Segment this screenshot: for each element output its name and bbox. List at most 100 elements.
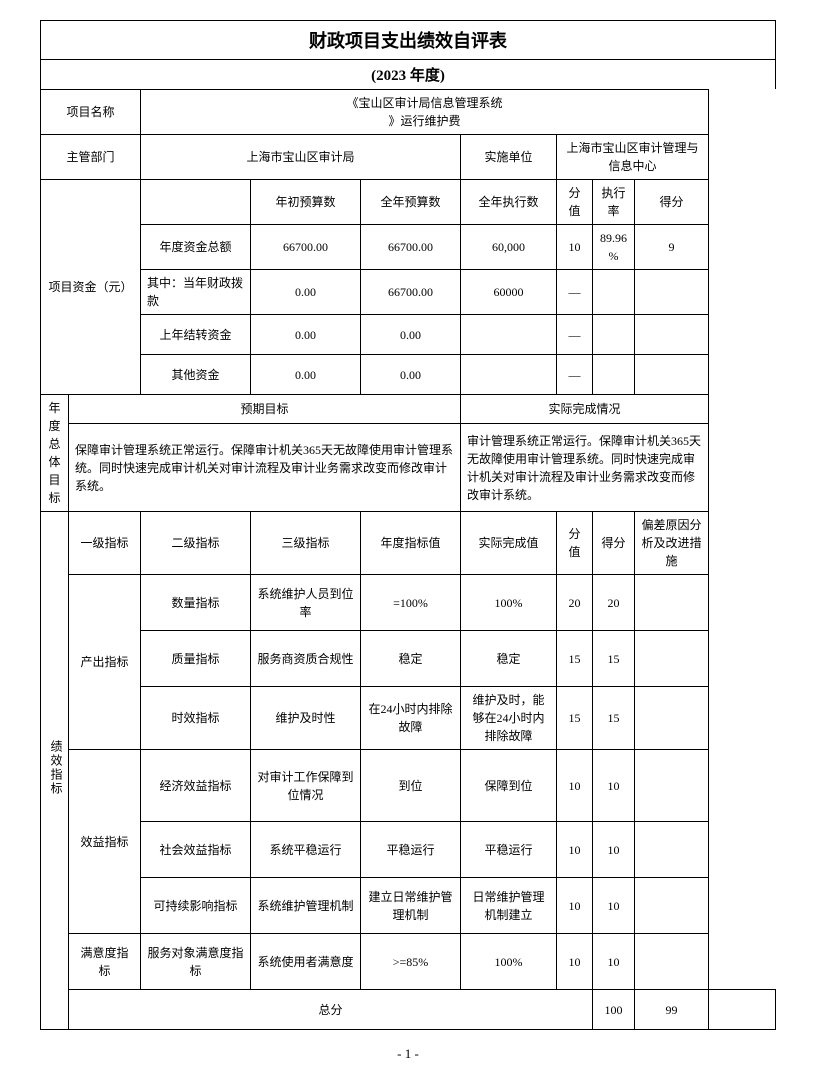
k5-l2: 可持续影响指标: [141, 878, 251, 934]
k2-v: 15: [557, 687, 593, 750]
goal-expected: 保障审计管理系统正常运行。保障审计机关365天无故障使用审计管理系统。同时快速完…: [69, 424, 461, 512]
total-val-cell: 100: [593, 990, 635, 1030]
total-score-cell: 99: [635, 990, 709, 1030]
grp-benefit: 效益指标: [69, 750, 141, 934]
hdr-deviation: 偏差原因分析及改进措施: [635, 512, 709, 575]
carry-init: 0.00: [251, 315, 361, 355]
k0-t: =100%: [361, 575, 461, 631]
k5-l3: 系统维护管理机制: [251, 878, 361, 934]
k1-s: 15: [593, 631, 635, 687]
k3-l2: 经济效益指标: [141, 750, 251, 822]
k6-a: 100%: [461, 934, 557, 990]
label-project-fund: 项目资金（元）: [41, 180, 141, 395]
hdr-kval: 分值: [557, 512, 593, 575]
row-fiscal-label: 其中：当年财政拨款: [141, 270, 251, 315]
k0-l3: 系统维护人员到位率: [251, 575, 361, 631]
hdr-lvl2: 二级指标: [141, 512, 251, 575]
grp-satisfaction: 满意度指标: [69, 934, 141, 990]
k0-a: 100%: [461, 575, 557, 631]
k5-t: 建立日常维护管理机制: [361, 878, 461, 934]
project-name-l1: 《宝山区审计局信息管理系统: [147, 94, 702, 112]
k4-s: 10: [593, 822, 635, 878]
hdr-score: 得分: [635, 180, 709, 225]
total-full: 66700.00: [361, 225, 461, 270]
hdr-full: 全年预算数: [361, 180, 461, 225]
total-rate: 89.96%: [593, 225, 635, 270]
k0-s: 20: [593, 575, 635, 631]
grp-output: 产出指标: [69, 575, 141, 750]
project-name-l2: 》运行维护费: [147, 112, 702, 130]
total-score: 9: [635, 225, 709, 270]
label-annual-overall: 年度总体目标: [41, 395, 69, 512]
k6-t: >=85%: [361, 934, 461, 990]
k2-t: 在24小时内排除故障: [361, 687, 461, 750]
fiscal-full: 66700.00: [361, 270, 461, 315]
label-impl-unit: 实施单位: [461, 135, 557, 180]
label-supervisor: 主管部门: [41, 135, 141, 180]
goal-actual: 审计管理系统正常运行。保障审计机关365天无故障使用审计管理系统。同时快速完成审…: [461, 424, 709, 512]
k1-a: 稳定: [461, 631, 557, 687]
hdr-kscore: 得分: [593, 512, 635, 575]
carry-full: 0.00: [361, 315, 461, 355]
label-project-name: 项目名称: [41, 90, 141, 135]
row-carry-label: 上年结转资金: [141, 315, 251, 355]
main-table: 项目名称 《宝山区审计局信息管理系统 》运行维护费 主管部门 上海市宝山区审计局…: [40, 89, 776, 1030]
k5-v: 10: [557, 878, 593, 934]
k6-s: 10: [593, 934, 635, 990]
hdr-val: 分值: [557, 180, 593, 225]
k1-v: 15: [557, 631, 593, 687]
k0-v: 20: [557, 575, 593, 631]
k4-l3: 系统平稳运行: [251, 822, 361, 878]
doc-year: (2023 年度): [40, 59, 776, 89]
hdr-actual: 实际完成值: [461, 512, 557, 575]
fiscal-init: 0.00: [251, 270, 361, 315]
k3-l3: 对审计工作保障到位情况: [251, 750, 361, 822]
total-exec: 60,000: [461, 225, 557, 270]
label-perf-indicator: 绩效指标: [41, 512, 69, 1030]
label-total: 总分: [69, 990, 593, 1030]
k2-s: 15: [593, 687, 635, 750]
k6-l3: 系统使用者满意度: [251, 934, 361, 990]
impl-unit: 上海市宝山区审计管理与信息中心: [557, 135, 709, 180]
k1-l3: 服务商资质合规性: [251, 631, 361, 687]
hdr-lvl1: 一级指标: [69, 512, 141, 575]
label-actual-completion: 实际完成情况: [461, 395, 709, 424]
k2-a: 维护及时，能够在24小时内排除故障: [461, 687, 557, 750]
project-name-cell: 《宝山区审计局信息管理系统 》运行维护费: [141, 90, 709, 135]
k6-l2: 服务对象满意度指标: [141, 934, 251, 990]
other-val: —: [557, 355, 593, 395]
k0-l2: 数量指标: [141, 575, 251, 631]
k3-t: 到位: [361, 750, 461, 822]
k4-t: 平稳运行: [361, 822, 461, 878]
carry-val: —: [557, 315, 593, 355]
k3-s: 10: [593, 750, 635, 822]
row-total-label: 年度资金总额: [141, 225, 251, 270]
k1-t: 稳定: [361, 631, 461, 687]
page-number: - 1 -: [40, 1046, 776, 1062]
supervisor: 上海市宝山区审计局: [141, 135, 461, 180]
doc-title: 财政项目支出绩效自评表: [40, 20, 776, 59]
k5-s: 10: [593, 878, 635, 934]
label-expected: 预期目标: [69, 395, 461, 424]
hdr-lvl3: 三级指标: [251, 512, 361, 575]
k6-v: 10: [557, 934, 593, 990]
k2-l2: 时效指标: [141, 687, 251, 750]
other-full: 0.00: [361, 355, 461, 395]
fiscal-val: —: [557, 270, 593, 315]
other-init: 0.00: [251, 355, 361, 395]
k4-l2: 社会效益指标: [141, 822, 251, 878]
k3-v: 10: [557, 750, 593, 822]
k2-l3: 维护及时性: [251, 687, 361, 750]
hdr-rate: 执行率: [593, 180, 635, 225]
hdr-exec: 全年执行数: [461, 180, 557, 225]
hdr-init: 年初预算数: [251, 180, 361, 225]
fiscal-exec: 60000: [461, 270, 557, 315]
k3-a: 保障到位: [461, 750, 557, 822]
k4-a: 平稳运行: [461, 822, 557, 878]
k5-a: 日常维护管理机制建立: [461, 878, 557, 934]
k4-v: 10: [557, 822, 593, 878]
total-init: 66700.00: [251, 225, 361, 270]
k1-l2: 质量指标: [141, 631, 251, 687]
row-other-label: 其他资金: [141, 355, 251, 395]
total-val: 10: [557, 225, 593, 270]
